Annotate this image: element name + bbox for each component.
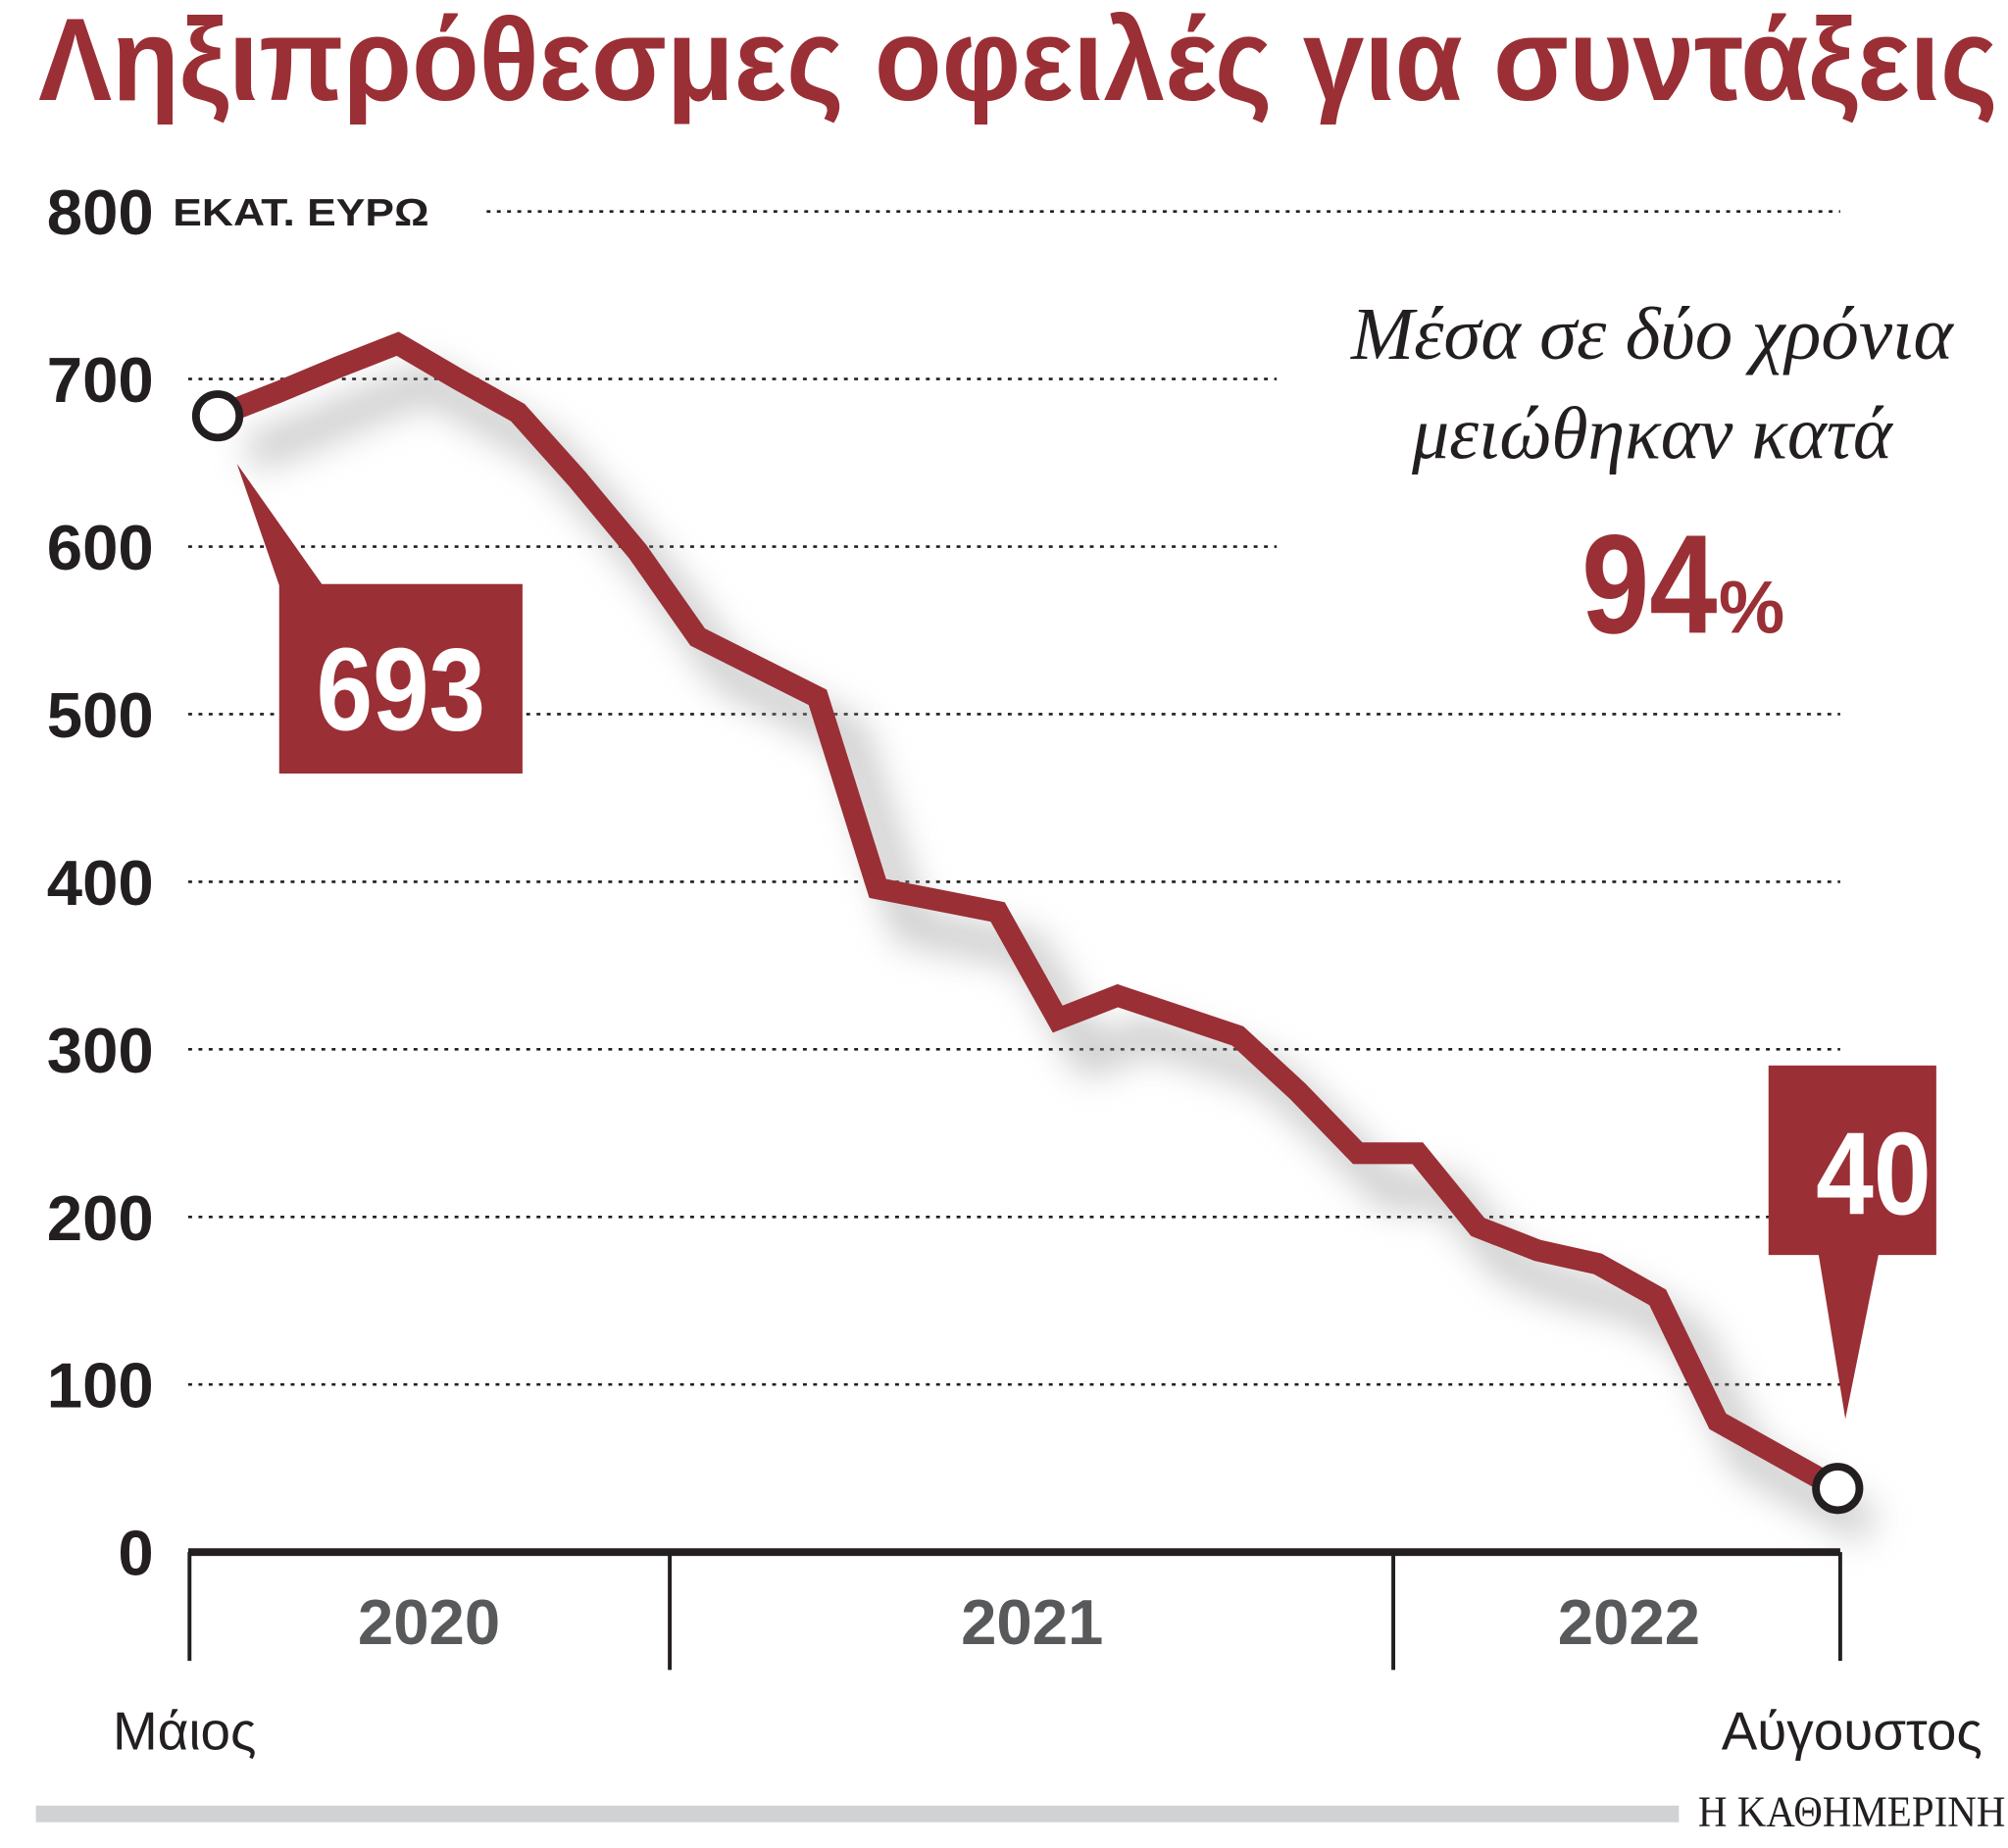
y-tick-label: 0 bbox=[118, 1518, 153, 1589]
callout-start-pointer bbox=[236, 463, 324, 586]
y-tick-label: 700 bbox=[47, 344, 154, 416]
gridlines bbox=[187, 210, 1840, 1386]
callout-end-pointer bbox=[1818, 1253, 1880, 1420]
y-tick-label: 400 bbox=[47, 847, 154, 919]
year-label-2020: 2020 bbox=[358, 1586, 500, 1658]
y-tick-label: 600 bbox=[47, 512, 154, 583]
callout-start-value: 693 bbox=[317, 624, 485, 756]
y-tick-label: 200 bbox=[47, 1182, 154, 1254]
start-point-marker bbox=[191, 390, 244, 442]
footer-bar bbox=[35, 1805, 1680, 1823]
annotation-line-2: μειώθηκαν κατά bbox=[1411, 393, 1894, 475]
y-tick-label: 800 bbox=[47, 176, 154, 248]
brand-logo: Η ΚΑΘΗΜΕΡΙΝΗ bbox=[1698, 1787, 2005, 1836]
y-axis-ticks: 0 100 200 300 400 500 600 700 800 bbox=[47, 176, 154, 1589]
y-tick-label: 300 bbox=[47, 1015, 154, 1086]
end-point-marker bbox=[1812, 1463, 1864, 1515]
annotation: Μέσα σε δύο χρόνια μειώθηκαν κατά 94 % bbox=[1350, 293, 1955, 664]
callout-end: 40 bbox=[1768, 1065, 1936, 1420]
year-label-2021: 2021 bbox=[961, 1586, 1103, 1658]
annotation-value: 94 bbox=[1581, 506, 1718, 663]
callout-start: 693 bbox=[236, 463, 523, 774]
year-label-2022: 2022 bbox=[1558, 1586, 1700, 1658]
callout-end-box bbox=[1768, 1065, 1936, 1256]
chart-title: Ληξιπρόθεσμες οφειλές για συντάξεις bbox=[38, 0, 1997, 125]
y-tick-label: 500 bbox=[47, 679, 154, 751]
y-axis-unit-label: ΕΚΑΤ. ΕΥΡΩ bbox=[173, 192, 428, 234]
series-line bbox=[213, 331, 1843, 1498]
x-axis: 2020 2021 2022 Μάιος Αύγουστος bbox=[113, 1548, 1983, 1761]
y-tick-label: 100 bbox=[47, 1350, 154, 1422]
series-line-group bbox=[191, 331, 1879, 1542]
x-end-label: Αύγουστος bbox=[1722, 1700, 1983, 1761]
annotation-unit: % bbox=[1719, 566, 1784, 649]
callout-start-box bbox=[278, 583, 523, 774]
callout-end-value: 40 bbox=[1816, 1108, 1932, 1239]
x-start-label: Μάιος bbox=[113, 1700, 257, 1761]
annotation-line-1: Μέσα σε δύο χρόνια bbox=[1350, 293, 1955, 375]
